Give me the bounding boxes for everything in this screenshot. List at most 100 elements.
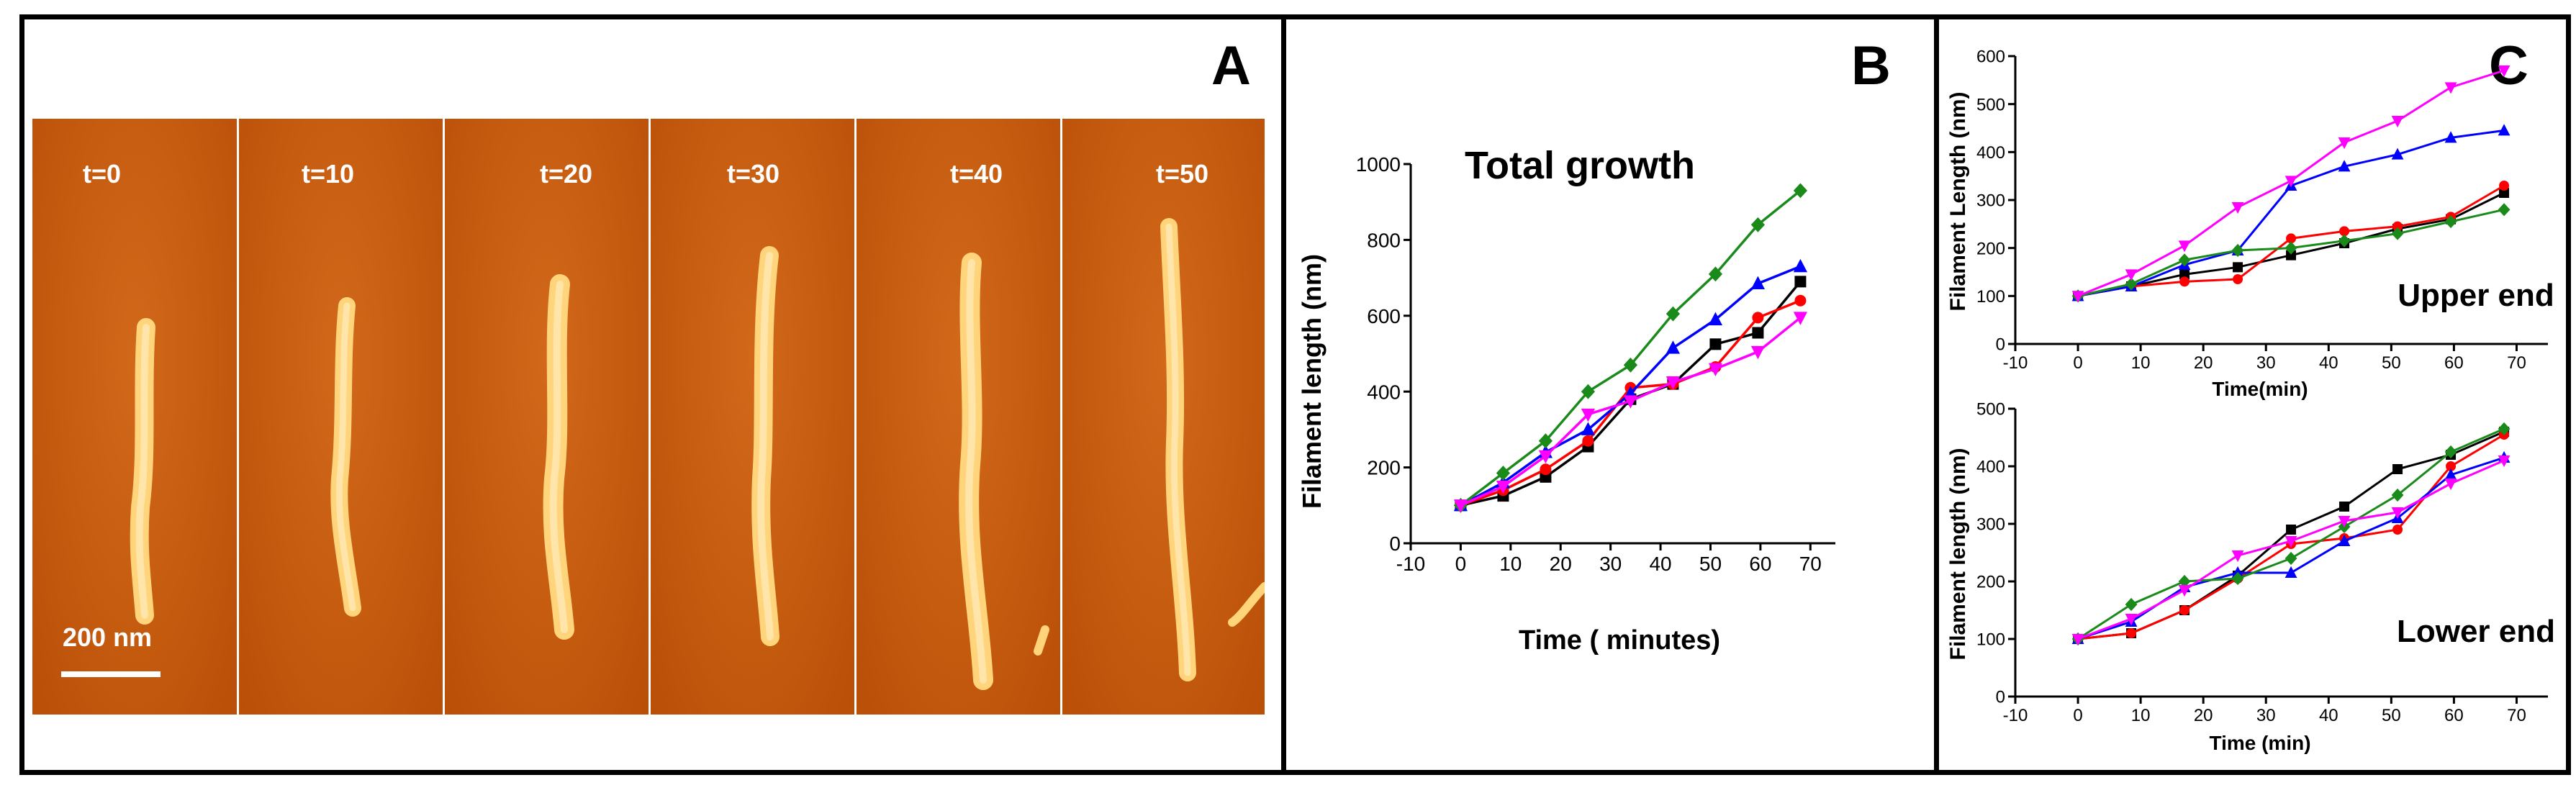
data-point-magenta: [1538, 450, 1553, 464]
x-tick-label: 50: [2382, 706, 2401, 725]
data-point-green: [2498, 422, 2511, 436]
data-point-magenta: [2071, 291, 2084, 303]
data-point-black: [2286, 525, 2297, 535]
data-point-green: [2444, 445, 2457, 459]
x-tick-label: -10: [2003, 706, 2028, 725]
data-point-blue: [2284, 566, 2297, 578]
x-tick-label: 20: [1550, 553, 1572, 575]
data-point-red: [1540, 463, 1552, 476]
filament-image: [543, 274, 574, 640]
data-point-magenta: [2498, 455, 2511, 468]
data-point-green: [2178, 253, 2191, 267]
x-tick-label: 50: [2382, 353, 2401, 373]
afm-image-strip: t=0 200 nm t=10 t=20 t=30: [32, 119, 1265, 715]
scale-bar-label: 200 nm: [63, 622, 153, 652]
data-point-magenta: [1750, 345, 1766, 360]
x-tick-label: 30: [1599, 553, 1622, 575]
data-point-green: [1538, 433, 1553, 449]
data-point-black: [1709, 338, 1722, 350]
data-point-blue: [2338, 160, 2351, 172]
y-tick-label: 100: [1976, 630, 2005, 650]
x-tick-label: 30: [2256, 353, 2276, 373]
data-point-green: [2391, 227, 2404, 240]
data-point-red: [2179, 605, 2190, 615]
y-tick-label: 400: [1976, 143, 2005, 163]
x-tick-label: 20: [2194, 353, 2213, 373]
x-tick-label: 0: [2073, 706, 2082, 725]
y-tick-label: 200: [1367, 457, 1401, 479]
y-axis-label: Filament length (nm): [1297, 254, 1327, 509]
x-tick-label: 70: [1799, 553, 1822, 575]
series-black: [2073, 427, 2510, 644]
data-point-green: [1708, 266, 1723, 282]
y-tick-label: 600: [1367, 305, 1401, 327]
data-point-magenta: [2444, 479, 2457, 491]
data-point-red: [2392, 525, 2403, 535]
data-point-blue: [2391, 148, 2404, 160]
panel-b-letter: B: [1851, 35, 1891, 96]
afm-frame-time-label: t=30: [727, 159, 780, 189]
data-point-green: [1623, 357, 1638, 373]
y-tick-label: 0: [1996, 688, 2005, 707]
y-axis-label: Filament Length (nm): [1946, 92, 1970, 312]
series-magenta: [2071, 65, 2511, 303]
afm-frame-1: t=0 200 nm: [32, 119, 237, 715]
data-point-black: [2233, 262, 2243, 273]
series-magenta: [2071, 455, 2511, 646]
data-point-blue: [1666, 340, 1681, 354]
chart-upper-end: -10 0 10 20 30 40 50 60 700100200300400500600Upp…: [1946, 47, 2554, 400]
chart-title: Upper end: [2398, 278, 2554, 313]
data-point-blue: [2498, 124, 2511, 136]
chart-title: Lower end: [2397, 614, 2555, 649]
data-point-red: [2126, 628, 2137, 638]
filament-image: [330, 297, 361, 617]
data-point-magenta: [2391, 116, 2404, 128]
x-tick-label: 20: [2194, 706, 2213, 725]
data-point-red: [1752, 312, 1764, 324]
x-tick-label: 40: [2319, 706, 2338, 725]
panel-c: [1934, 14, 2571, 775]
data-point-red: [2499, 181, 2510, 191]
y-tick-label: 800: [1367, 229, 1401, 251]
data-point-blue: [1793, 258, 1808, 273]
x-tick-label: -10: [1396, 553, 1425, 575]
data-point-magenta: [1496, 480, 1511, 494]
data-point-magenta: [1623, 395, 1638, 409]
data-point-magenta: [2125, 614, 2138, 626]
y-axis-label: Filament length (nm): [1946, 448, 1970, 661]
x-tick-label: 70: [2507, 353, 2526, 373]
afm-frame-time-label: t=0: [83, 159, 122, 189]
data-point-blue: [1581, 422, 1596, 435]
x-tick-label: 40: [1649, 553, 1671, 575]
data-point-magenta: [1453, 499, 1468, 513]
data-point-green: [1793, 183, 1808, 199]
data-point-magenta: [2071, 634, 2084, 646]
data-point-red: [1794, 294, 1807, 307]
data-point-red: [2233, 274, 2243, 284]
data-point-green: [2125, 277, 2138, 291]
data-point-black: [2392, 464, 2403, 474]
y-tick-label: 0: [1389, 532, 1401, 555]
data-point-magenta: [1581, 408, 1596, 422]
filament-image: [1160, 218, 1265, 681]
data-point-magenta: [2444, 82, 2457, 94]
x-tick-label: 60: [1749, 553, 1771, 575]
x-tick-label: 10: [2131, 706, 2151, 725]
x-tick-label: 60: [2444, 706, 2464, 725]
y-tick-label: 200: [1976, 573, 2005, 592]
data-point-blue: [2338, 534, 2351, 546]
y-tick-label: 400: [1976, 458, 2005, 477]
data-point-magenta: [2125, 269, 2138, 281]
data-point-blue: [1708, 312, 1723, 326]
afm-frame-time-label: t=20: [540, 159, 593, 189]
scale-bar: [61, 671, 161, 677]
x-tick-label: 0: [2073, 353, 2082, 373]
x-tick-label: 30: [2256, 706, 2276, 725]
data-point-blue: [2444, 131, 2457, 143]
y-tick-label: 300: [1976, 515, 2005, 535]
panel-a-letter: A: [1211, 35, 1251, 96]
data-point-green: [2284, 241, 2297, 255]
series-magenta: [1453, 312, 1808, 513]
data-point-red: [2392, 221, 2403, 232]
data-point-blue: [2444, 468, 2457, 480]
